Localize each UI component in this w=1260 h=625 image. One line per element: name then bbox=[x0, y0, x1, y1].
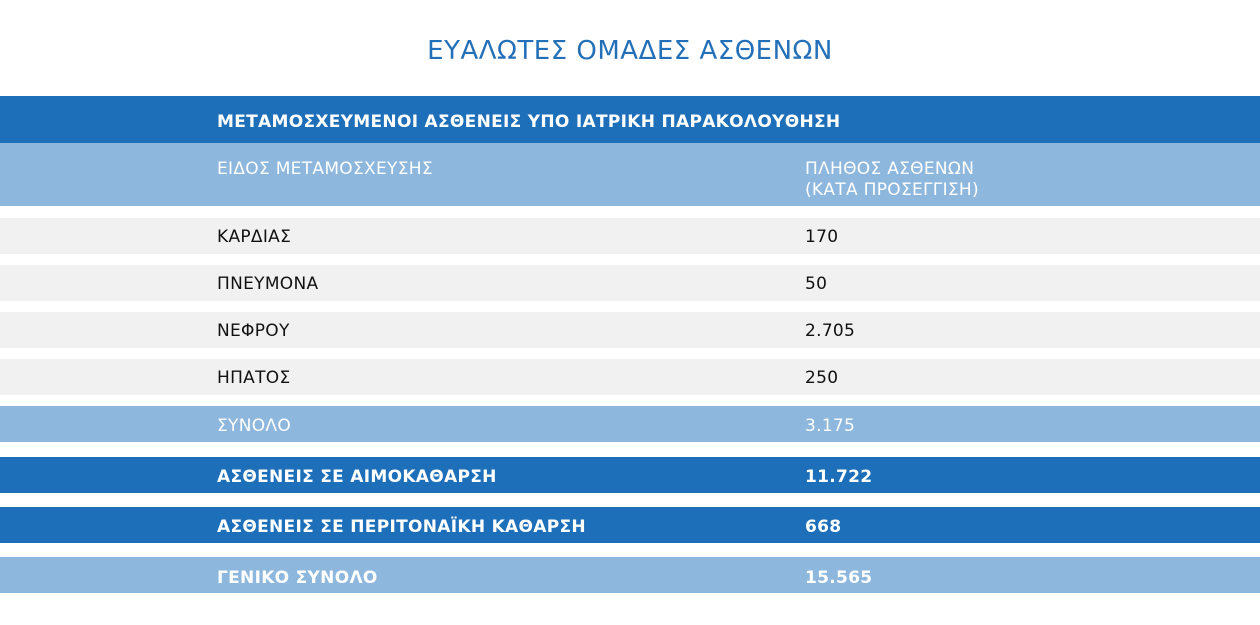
hemodialysis-value: 11.722 bbox=[805, 467, 873, 487]
table-row: ΚΑΡΔΙΑΣ 170 bbox=[0, 218, 1260, 254]
section-header: ΜΕΤΑΜΟΣΧΕΥΜΕΝΟΙ ΑΣΘΕΝΕΙΣ ΥΠΟ ΙΑΤΡΙΚΗ ΠΑΡ… bbox=[0, 96, 1260, 143]
subtotal-value: 3.175 bbox=[805, 416, 856, 436]
grand-total-value: 15.565 bbox=[805, 568, 873, 588]
peritoneal-dialysis-value: 668 bbox=[805, 517, 842, 537]
peritoneal-dialysis-label: ΑΣΘΕΝΕΙΣ ΣΕ ΠΕΡΙΤΟΝΑΪΚΗ ΚΑΘΑΡΣΗ bbox=[217, 517, 586, 537]
peritoneal-dialysis-row: ΑΣΘΕΝΕΙΣ ΣΕ ΠΕΡΙΤΟΝΑΪΚΗ ΚΑΘΑΡΣΗ 668 bbox=[0, 507, 1260, 543]
hemodialysis-label: ΑΣΘΕΝΕΙΣ ΣΕ ΑΙΜΟΚΑΘΑΡΣΗ bbox=[217, 467, 497, 487]
subtotal-label: ΣΥΝΟΛΟ bbox=[217, 416, 292, 436]
grand-total-label: ΓΕΝΙΚΟ ΣΥΝΟΛΟ bbox=[217, 568, 378, 588]
column-header-type: ΕΙΔΟΣ ΜΕΤΑΜΟΣΧΕΥΣΗΣ bbox=[217, 159, 433, 179]
row-label: ΗΠΑΤΟΣ bbox=[217, 368, 291, 388]
page-title: ΕΥΑΛΩΤΕΣ ΟΜΑΔΕΣ ΑΣΘΕΝΩΝ bbox=[427, 36, 833, 66]
section-header-label: ΜΕΤΑΜΟΣΧΕΥΜΕΝΟΙ ΑΣΘΕΝΕΙΣ ΥΠΟ ΙΑΤΡΙΚΗ ΠΑΡ… bbox=[217, 112, 841, 132]
hemodialysis-row: ΑΣΘΕΝΕΙΣ ΣΕ ΑΙΜΟΚΑΘΑΡΣΗ 11.722 bbox=[0, 457, 1260, 493]
row-value: 250 bbox=[805, 368, 839, 388]
row-label: ΝΕΦΡΟΥ bbox=[217, 321, 290, 341]
row-value: 170 bbox=[805, 227, 839, 247]
table-row: ΝΕΦΡΟΥ 2.705 bbox=[0, 312, 1260, 348]
table-row: ΗΠΑΤΟΣ 250 bbox=[0, 359, 1260, 395]
column-header-count: ΠΛΗΘΟΣ ΑΣΘΕΝΩΝ (ΚΑΤΑ ΠΡΟΣΕΓΓΙΣΗ) bbox=[805, 159, 979, 200]
row-value: 2.705 bbox=[805, 321, 856, 341]
table-row: ΠΝΕΥΜΟΝΑ 50 bbox=[0, 265, 1260, 301]
row-label: ΚΑΡΔΙΑΣ bbox=[217, 227, 292, 247]
grand-total-row: ΓΕΝΙΚΟ ΣΥΝΟΛΟ 15.565 bbox=[0, 557, 1260, 593]
row-value: 50 bbox=[805, 274, 828, 294]
row-label: ΠΝΕΥΜΟΝΑ bbox=[217, 274, 319, 294]
column-header-row: ΕΙΔΟΣ ΜΕΤΑΜΟΣΧΕΥΣΗΣ ΠΛΗΘΟΣ ΑΣΘΕΝΩΝ (ΚΑΤΑ… bbox=[0, 143, 1260, 206]
subtotal-row: ΣΥΝΟΛΟ 3.175 bbox=[0, 406, 1260, 442]
